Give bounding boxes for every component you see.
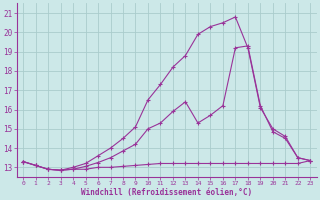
X-axis label: Windchill (Refroidissement éolien,°C): Windchill (Refroidissement éolien,°C) <box>81 188 252 197</box>
